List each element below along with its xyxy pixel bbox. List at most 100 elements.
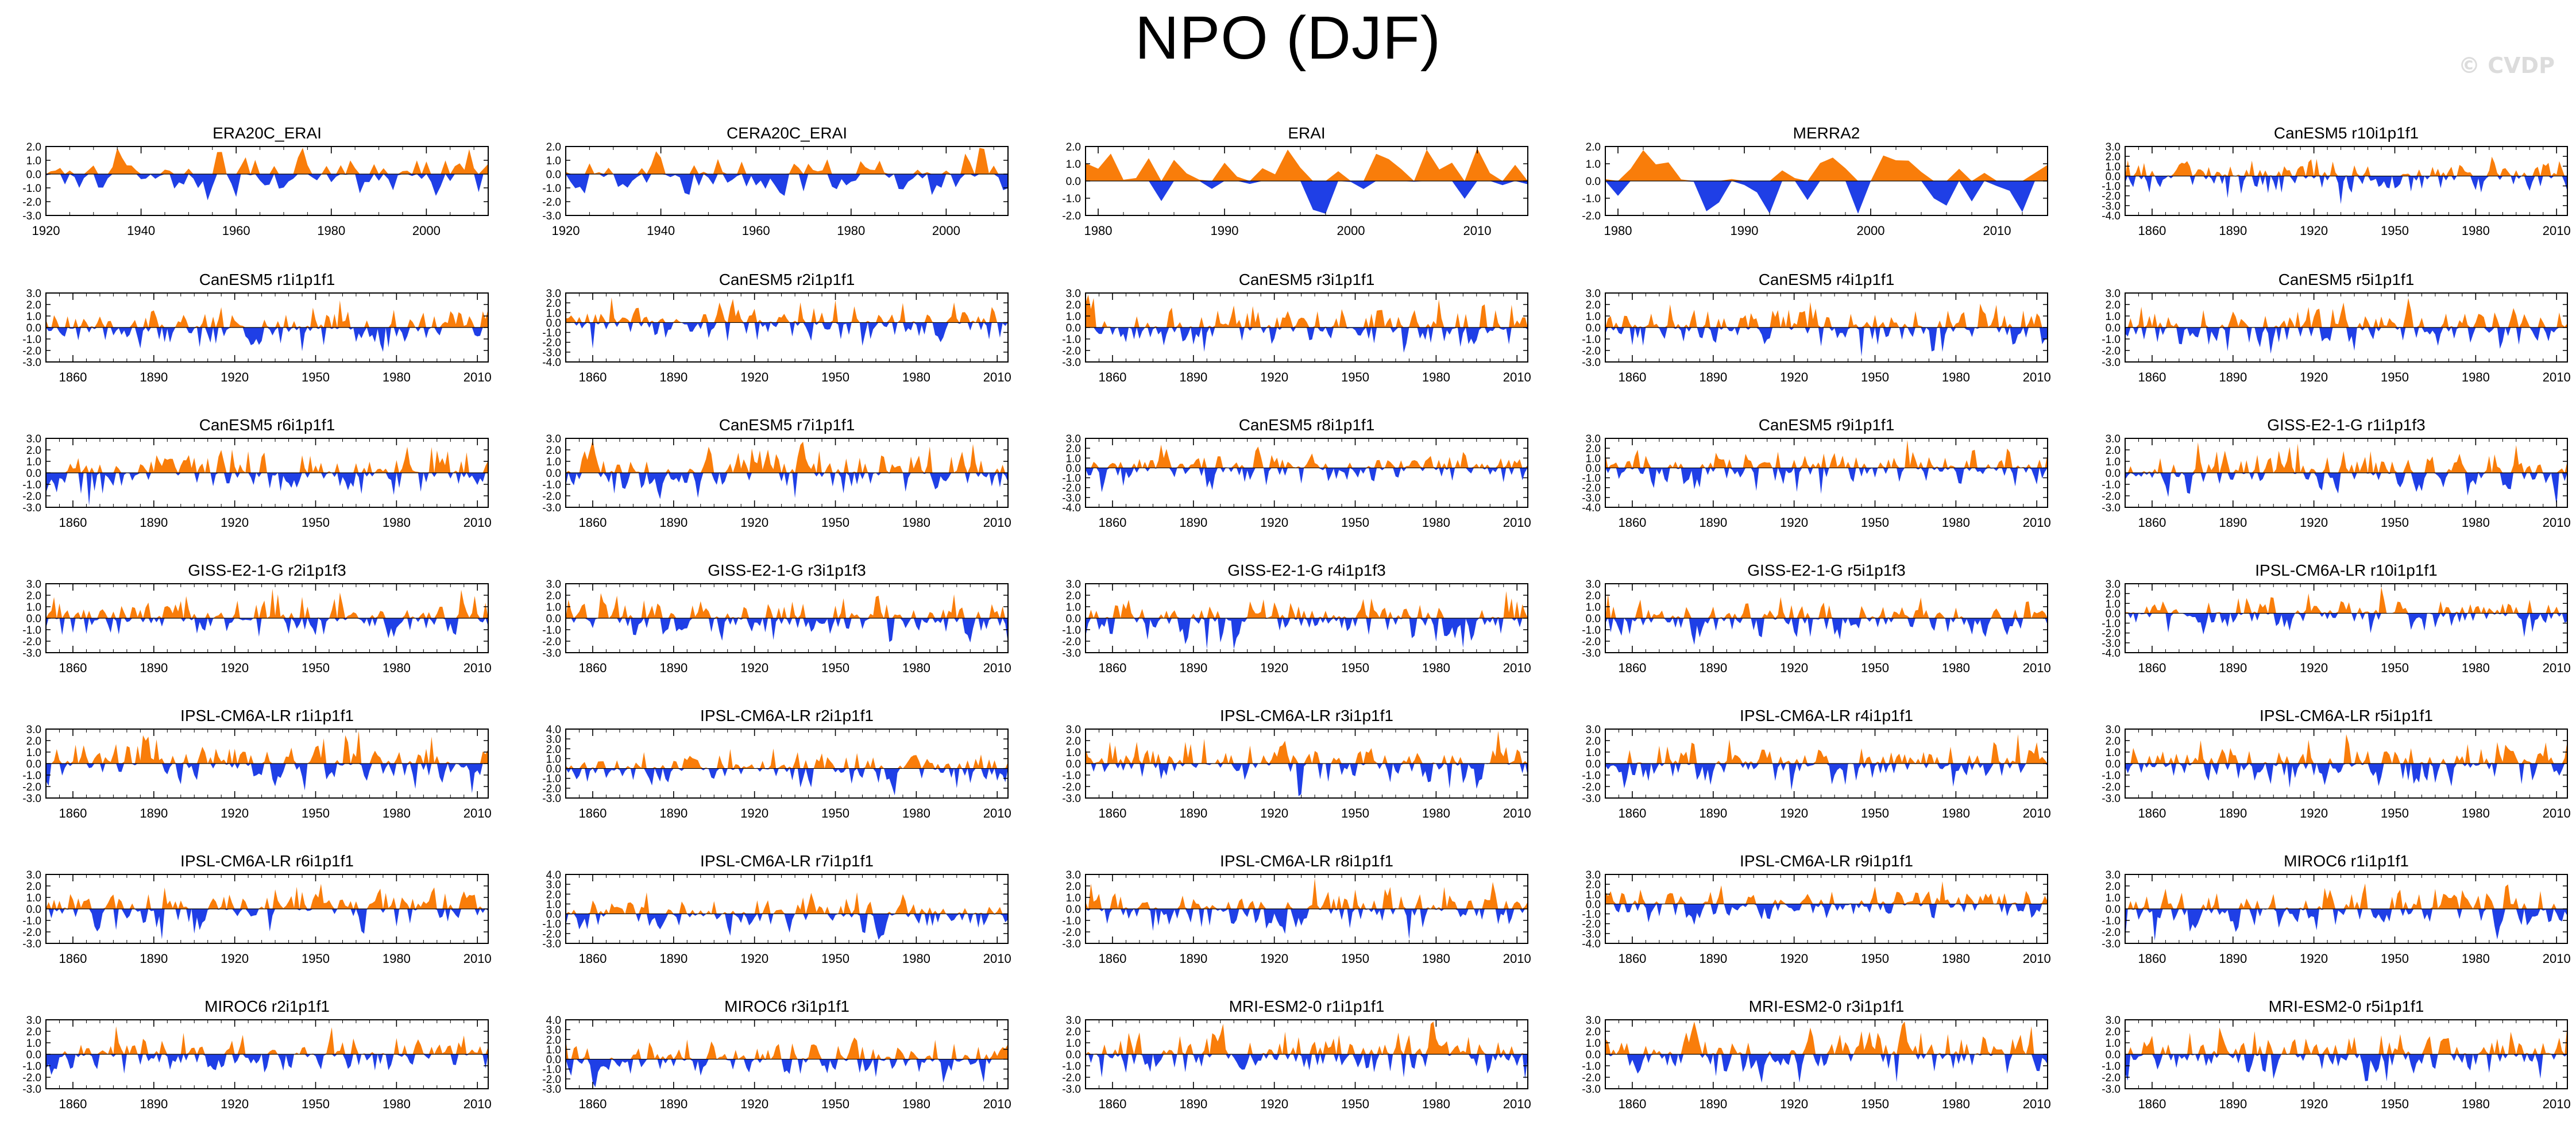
x-tick-label: 1890 — [2219, 515, 2247, 530]
y-tick-label: 0.0 — [1586, 899, 1601, 911]
y-tick-label: -2.0 — [2102, 781, 2121, 793]
negative-area — [566, 473, 1008, 499]
positive-area — [2125, 156, 2567, 176]
y-tick-label: 2.0 — [2106, 151, 2121, 163]
positive-area — [46, 1026, 488, 1054]
chart-title: IPSL-CM6A-LR r7i1p1f1 — [700, 852, 874, 870]
y-tick-label: -3.0 — [542, 938, 561, 950]
chart-panel: IPSL-CM6A-LR r8i1p1f1 3.02.01.00.0-1.0-2.… — [1062, 852, 1531, 966]
x-tick-label: 2010 — [1503, 661, 1531, 675]
y-tick-label: 0.0 — [1066, 462, 1081, 475]
y-tick-label: -3.0 — [1062, 492, 1081, 504]
y-tick-label: -1.0 — [1062, 770, 1081, 782]
y-tick-label: 2.0 — [1066, 590, 1081, 602]
y-tick-label: -2.0 — [1582, 919, 1601, 931]
plot-frame — [2125, 583, 2568, 653]
y-tick-label: -2.0 — [542, 337, 561, 349]
x-tick-label: 1860 — [59, 1097, 87, 1111]
y-tick-label: -1.0 — [1582, 193, 1601, 205]
chart-title: CanESM5 r4i1p1f1 — [1759, 271, 1895, 288]
x-tick-label: 1920 — [221, 951, 249, 966]
x-tick-label: 1920 — [2300, 370, 2328, 384]
positive-area — [1086, 878, 1528, 909]
y-tick-label: -1.0 — [542, 1064, 561, 1076]
x-tick-label: 1890 — [1699, 515, 1727, 530]
x-tick-label: 1860 — [1618, 661, 1646, 675]
chart-panel: IPSL-CM6A-LR r4i1p1f1 3.02.01.00.0-1.0-2.… — [1582, 707, 2050, 820]
y-tick-label: 3.0 — [546, 288, 561, 300]
y-tick-label: 2.0 — [1066, 1026, 1081, 1038]
positive-area — [46, 588, 488, 618]
chart-title: GISS-E2-1-G r5i1p1f3 — [1747, 561, 1905, 579]
negative-area — [2125, 1054, 2567, 1082]
chart-title: MIROC6 r3i1p1f1 — [724, 997, 849, 1015]
x-tick-label: 1890 — [2219, 1097, 2247, 1111]
negative-area — [46, 909, 488, 939]
x-tick-label: 1890 — [140, 370, 168, 384]
x-tick-label: 1890 — [1699, 370, 1727, 384]
y-tick-label: 2.0 — [2106, 445, 2121, 457]
y-tick-label: 0.0 — [26, 1049, 41, 1061]
x-tick-label: 1860 — [2138, 515, 2166, 530]
y-tick-label: -1.0 — [1582, 625, 1601, 637]
x-tick-label: 2010 — [1503, 806, 1531, 820]
y-tick-label: 0.0 — [1586, 613, 1601, 625]
positive-area — [2125, 298, 2567, 327]
x-tick-label: 1890 — [2219, 806, 2247, 820]
chart-panel: CanESM5 r6i1p1f1 3.02.01.00.0-1.0-2.0-3.0… — [22, 416, 491, 530]
y-tick-label: -2.0 — [1062, 1072, 1081, 1084]
chart-title: IPSL-CM6A-LR r4i1p1f1 — [1740, 707, 1913, 724]
y-tick-label: -3.0 — [2102, 502, 2121, 514]
x-tick-label: 1980 — [902, 370, 930, 384]
y-tick-label: -2.0 — [542, 491, 561, 503]
y-tick-label: 3.0 — [2106, 869, 2121, 881]
y-tick-label: -2.0 — [2102, 1072, 2121, 1084]
y-tick-label: -1.0 — [1582, 909, 1601, 921]
x-tick-label: 1890 — [1699, 661, 1727, 675]
y-tick-label: 2.0 — [546, 141, 561, 153]
chart-title: CERA20C_ERAI — [727, 124, 847, 142]
y-tick-label: -1.0 — [1062, 193, 1081, 205]
negative-area — [1086, 1054, 1528, 1080]
x-tick-label: 1980 — [383, 1097, 411, 1111]
page-title: NPO (DJF) — [1134, 4, 1442, 72]
y-tick-label: 0.0 — [2106, 171, 2121, 183]
chart-title: MRI-ESM2-0 r3i1p1f1 — [1749, 997, 1905, 1015]
y-tick-label: -1.0 — [22, 1061, 41, 1073]
x-tick-label: 1950 — [302, 1097, 330, 1111]
x-tick-label: 1980 — [1422, 1097, 1450, 1111]
x-tick-label: 2010 — [983, 951, 1011, 966]
y-tick-label: 1.0 — [546, 456, 561, 468]
x-tick-label: 1890 — [1699, 806, 1727, 820]
y-tick-label: -4.0 — [1062, 502, 1081, 514]
x-tick-label: 1890 — [1179, 951, 1207, 966]
y-tick-label: 0.0 — [26, 322, 41, 334]
y-tick-label: -3.0 — [1062, 793, 1081, 805]
x-tick-label: 1890 — [2219, 223, 2247, 238]
x-tick-label: 1990 — [1731, 223, 1759, 238]
y-tick-label: -3.0 — [2102, 938, 2121, 950]
x-tick-label: 1890 — [1179, 1097, 1207, 1111]
x-tick-label: 1890 — [659, 370, 688, 384]
y-tick-label: -1.0 — [22, 770, 41, 782]
y-tick-label: -2.0 — [542, 196, 561, 209]
x-tick-label: 1950 — [821, 806, 849, 820]
y-tick-label: -2.0 — [1062, 636, 1081, 648]
x-tick-label: 1950 — [1341, 370, 1369, 384]
y-tick-label: -3.0 — [2102, 638, 2121, 650]
y-tick-label: 3.0 — [1586, 579, 1601, 591]
y-tick-label: 3.0 — [26, 1015, 41, 1027]
y-tick-label: 3.0 — [546, 579, 561, 591]
x-tick-label: 1950 — [1861, 1097, 1889, 1111]
y-tick-label: -1.0 — [542, 327, 561, 340]
x-tick-label: 1950 — [302, 515, 330, 530]
chart-panel: MIROC6 r3i1p1f1 4.03.02.01.00.0-1.0-2.0-3… — [542, 997, 1011, 1111]
y-tick-label: 1.0 — [26, 155, 41, 167]
x-tick-label: 2010 — [983, 1097, 1011, 1111]
x-tick-label: 1920 — [1780, 661, 1808, 675]
x-tick-label: 1920 — [1780, 515, 1808, 530]
x-tick-label: 1950 — [2381, 515, 2409, 530]
y-tick-label: 1.0 — [26, 892, 41, 904]
x-tick-label: 1860 — [2138, 951, 2166, 966]
